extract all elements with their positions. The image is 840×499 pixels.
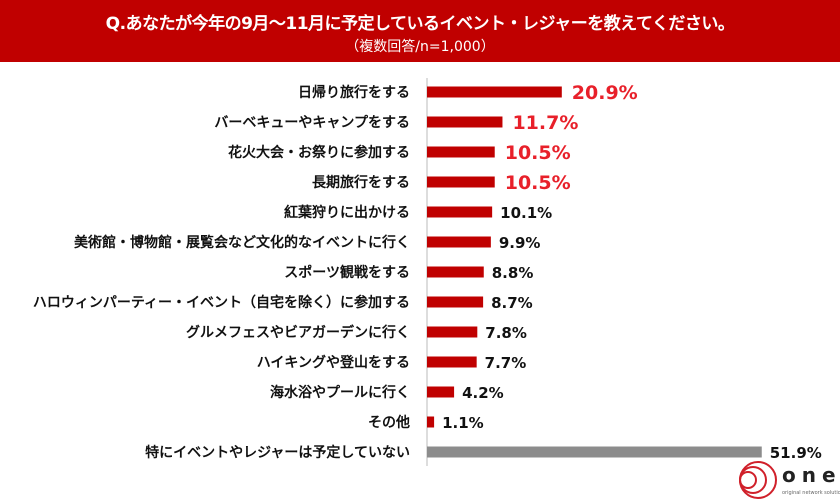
category-label: ハイキングや登山をする [257, 354, 410, 371]
category-label: 長期旅行をする [312, 174, 410, 191]
data-label: 7.7% [485, 354, 527, 372]
bar [427, 386, 455, 398]
category-label: 日帰り旅行をする [298, 84, 410, 101]
data-label: 8.8% [492, 264, 534, 282]
bar [427, 176, 495, 188]
category-label: 海水浴やプールに行く [270, 384, 410, 401]
bar [427, 206, 493, 218]
bar [427, 236, 491, 248]
category-label: ハロウィンパーティー・イベント（自宅を除く）に参加する [33, 294, 410, 311]
category-label: 花火大会・お祭りに参加する [228, 144, 410, 161]
logo-tagline: original network solution [782, 490, 840, 496]
category-label: 特にイベントやレジャーは予定していない [145, 444, 410, 461]
bar [427, 146, 495, 158]
logo-text: one [782, 463, 840, 487]
data-label: 8.7% [491, 294, 533, 312]
chart-header: Q.あなたが今年の9月～11月に予定しているイベント・レジャーを教えてください。… [0, 0, 840, 62]
bar [427, 326, 478, 338]
bar [427, 416, 435, 428]
category-label: その他 [368, 414, 410, 431]
data-label: 4.2% [462, 384, 504, 402]
data-label: 11.7% [512, 112, 578, 134]
data-label: 51.9% [770, 444, 822, 462]
category-label: 紅葉狩りに出かける [284, 204, 410, 221]
data-label: 7.8% [485, 324, 527, 342]
bar [427, 266, 484, 278]
bar [427, 296, 484, 308]
data-label: 10.5% [505, 142, 571, 164]
category-label: グルメフェスやビアガーデンに行く [186, 324, 410, 341]
bar [427, 446, 762, 458]
data-label: 9.9% [499, 234, 541, 252]
data-label: 10.5% [505, 172, 571, 194]
data-label: 20.9% [572, 82, 638, 104]
data-label: 1.1% [442, 414, 484, 432]
chart-subtitle: （複数回答/n=1,000） [345, 39, 495, 55]
bar [427, 86, 562, 98]
data-label: 10.1% [500, 204, 552, 222]
bar [427, 356, 477, 368]
category-label: 美術館・博物館・展覧会など文化的なイベントに行く [74, 234, 410, 251]
logo [739, 461, 777, 499]
category-label: バーベキューやキャンプをする [214, 115, 410, 131]
category-label: スポーツ観戦をする [284, 264, 410, 281]
chart-title: Q.あなたが今年の9月～11月に予定しているイベント・レジャーを教えてください。 [105, 14, 735, 34]
bar [427, 116, 503, 128]
